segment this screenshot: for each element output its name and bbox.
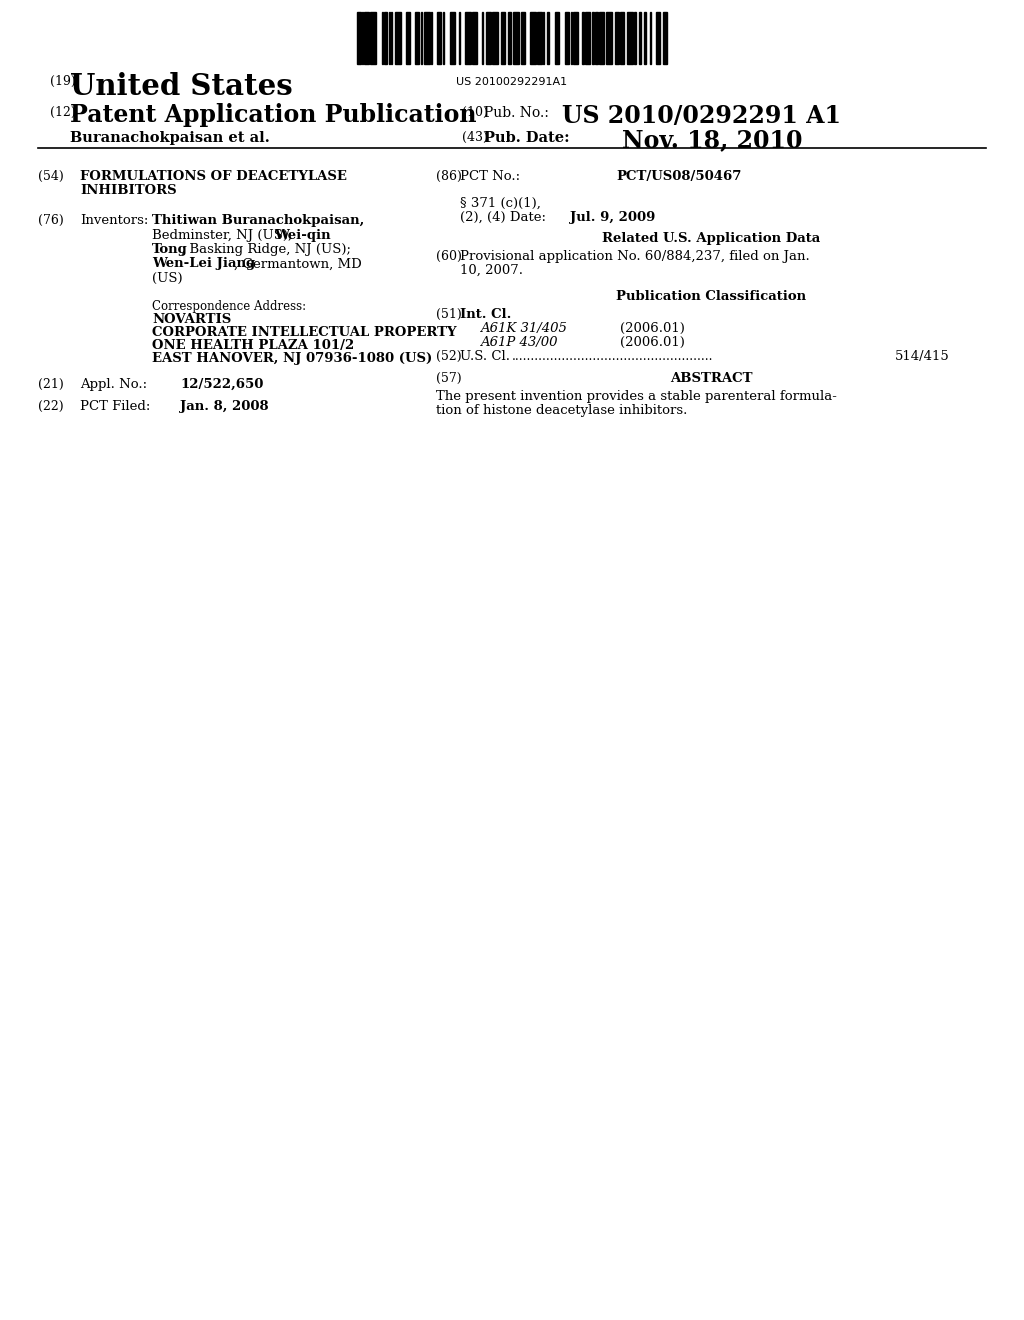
Text: CORPORATE INTELLECTUAL PROPERTY: CORPORATE INTELLECTUAL PROPERTY [152, 326, 457, 339]
Bar [424, 12, 430, 63]
Bar [395, 12, 401, 63]
Text: (12): (12) [50, 106, 76, 119]
Bar [663, 12, 667, 63]
Bar [508, 12, 511, 63]
Text: Int. Cl.: Int. Cl. [460, 308, 511, 321]
Bar [565, 12, 569, 63]
Text: INHIBITORS: INHIBITORS [80, 183, 176, 197]
Bar [465, 12, 471, 63]
Text: (2), (4) Date:: (2), (4) Date: [460, 211, 546, 224]
Text: Publication Classification: Publication Classification [616, 290, 806, 304]
Text: ABSTRACT: ABSTRACT [670, 372, 753, 385]
Text: , Basking Ridge, NJ (US);: , Basking Ridge, NJ (US); [181, 243, 351, 256]
Text: The present invention provides a stable parenteral formula-: The present invention provides a stable … [436, 389, 837, 403]
Bar [384, 12, 387, 63]
Text: Wen-Lei Jiang: Wen-Lei Jiang [152, 257, 255, 271]
Bar [585, 12, 590, 63]
Bar [573, 12, 578, 63]
Text: US 2010/0292291 A1: US 2010/0292291 A1 [562, 104, 841, 128]
Text: (76): (76) [38, 214, 63, 227]
Text: 514/415: 514/415 [895, 350, 950, 363]
Text: ONE HEALTH PLAZA 101/2: ONE HEALTH PLAZA 101/2 [152, 339, 354, 352]
Bar [547, 12, 549, 63]
Bar [595, 12, 598, 63]
Bar [415, 12, 419, 63]
Text: (86): (86) [436, 170, 462, 183]
Text: PCT Filed:: PCT Filed: [80, 400, 151, 413]
Text: Related U.S. Application Data: Related U.S. Application Data [602, 232, 820, 246]
Bar [370, 12, 376, 63]
Text: Pub. Date:: Pub. Date: [484, 131, 569, 145]
Text: (52): (52) [436, 350, 462, 363]
Text: (60): (60) [436, 249, 462, 263]
Text: Jan. 8, 2008: Jan. 8, 2008 [180, 400, 268, 413]
Text: ....................................................: ........................................… [512, 350, 714, 363]
Text: PCT/US08/50467: PCT/US08/50467 [616, 170, 741, 183]
Text: 12/522,650: 12/522,650 [180, 378, 263, 391]
Bar [555, 12, 559, 63]
Text: (22): (22) [38, 400, 63, 413]
Bar [644, 12, 646, 63]
Text: Pub. No.:: Pub. No.: [484, 106, 549, 120]
Text: (43): (43) [462, 131, 487, 144]
Text: Jul. 9, 2009: Jul. 9, 2009 [570, 211, 655, 224]
Bar [615, 12, 618, 63]
Text: Thitiwan Buranachokpaisan,: Thitiwan Buranachokpaisan, [152, 214, 365, 227]
Text: US 20100292291A1: US 20100292291A1 [457, 77, 567, 87]
Text: FORMULATIONS OF DEACETYLASE: FORMULATIONS OF DEACETYLASE [80, 170, 347, 183]
Text: (10): (10) [462, 106, 487, 119]
Bar [634, 12, 636, 63]
Bar [606, 12, 612, 63]
Bar [599, 12, 604, 63]
Text: (51): (51) [436, 308, 462, 321]
Text: Appl. No.:: Appl. No.: [80, 378, 147, 391]
Text: Nov. 18, 2010: Nov. 18, 2010 [622, 128, 803, 152]
Bar [501, 12, 505, 63]
Bar [582, 12, 584, 63]
Bar [406, 12, 410, 63]
Bar [492, 12, 498, 63]
Text: Provisional application No. 60/884,237, filed on Jan.: Provisional application No. 60/884,237, … [460, 249, 810, 263]
Text: A61P 43/00: A61P 43/00 [480, 337, 557, 348]
Text: (2006.01): (2006.01) [620, 322, 685, 335]
Bar [627, 12, 633, 63]
Text: 10, 2007.: 10, 2007. [460, 264, 523, 277]
Text: A61K 31/405: A61K 31/405 [480, 322, 567, 335]
Text: Tong: Tong [152, 243, 187, 256]
Bar [486, 12, 490, 63]
Text: (19): (19) [50, 75, 76, 88]
Text: (US): (US) [152, 272, 182, 285]
Bar [530, 12, 536, 63]
Text: Patent Application Publication: Patent Application Publication [70, 103, 476, 127]
Text: Bedminster, NJ (US);: Bedminster, NJ (US); [152, 228, 297, 242]
Text: NOVARTIS: NOVARTIS [152, 313, 231, 326]
Bar [620, 12, 624, 63]
Text: Correspondence Address:: Correspondence Address: [152, 300, 306, 313]
Bar [450, 12, 455, 63]
Text: Wei-qin: Wei-qin [274, 228, 331, 242]
Text: (57): (57) [436, 372, 462, 385]
Text: Buranachokpaisan et al.: Buranachokpaisan et al. [70, 131, 269, 145]
Bar [521, 12, 525, 63]
Bar [437, 12, 441, 63]
Bar [656, 12, 660, 63]
Text: , Germantown, MD: , Germantown, MD [234, 257, 361, 271]
Text: (2006.01): (2006.01) [620, 337, 685, 348]
Text: United States: United States [70, 73, 293, 102]
Bar [357, 12, 361, 63]
Text: EAST HANOVER, NJ 07936-1080 (US): EAST HANOVER, NJ 07936-1080 (US) [152, 352, 432, 366]
Text: PCT No.:: PCT No.: [460, 170, 520, 183]
Text: (21): (21) [38, 378, 63, 391]
Bar [592, 12, 594, 63]
Text: Inventors:: Inventors: [80, 214, 148, 227]
Bar [639, 12, 641, 63]
Bar [364, 12, 369, 63]
Text: U.S. Cl.: U.S. Cl. [460, 350, 510, 363]
Text: tion of histone deacetylase inhibitors.: tion of histone deacetylase inhibitors. [436, 404, 687, 417]
Text: § 371 (c)(1),: § 371 (c)(1), [460, 197, 541, 210]
Bar [537, 12, 542, 63]
Bar [472, 12, 477, 63]
Bar [513, 12, 519, 63]
Text: (54): (54) [38, 170, 63, 183]
